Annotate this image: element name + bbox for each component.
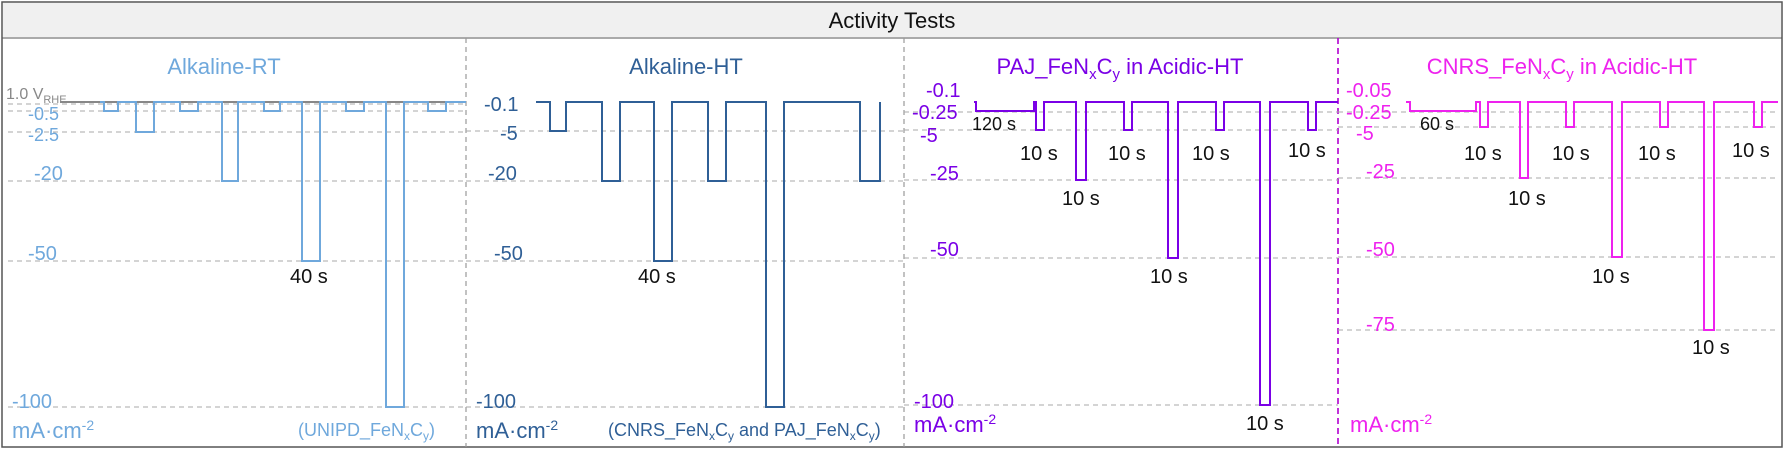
level-label: -75 xyxy=(1366,314,1395,336)
level-label: -100 xyxy=(476,391,516,413)
level-label: -20 xyxy=(488,163,517,185)
duration-label: 10 s xyxy=(1592,266,1630,288)
duration-label: 10 s xyxy=(1638,143,1676,165)
level-label: -5 xyxy=(1356,123,1374,145)
sample-note: (UNIPD_FeNxCy) xyxy=(298,420,435,443)
level-label: -25 xyxy=(930,163,959,185)
duration-label: 10 s xyxy=(1108,143,1146,165)
current-step-profile xyxy=(100,101,466,408)
panel-alkaline-rt: Alkaline-RT 1.0 VRHE -0.5 -2.5 -20 -50 -… xyxy=(6,54,466,443)
sample-note: (CNRS_FeNxCy and PAJ_FeNxCy) xyxy=(608,420,881,443)
level-label: -50 xyxy=(28,243,57,265)
duration-label: 10 s xyxy=(1062,188,1100,210)
level-label: -5 xyxy=(920,125,938,147)
panel-alkaline-ht: Alkaline-HT -0.1 -5 -20 -50 -100 40 s mA… xyxy=(466,54,904,443)
level-label: -0.05 xyxy=(1346,80,1392,102)
duration-label: 10 s xyxy=(1192,143,1230,165)
level-label: -2.5 xyxy=(28,125,59,145)
level-label: -0.25 xyxy=(912,102,958,124)
unit-label: mA·cm-2 xyxy=(12,417,94,443)
current-step-profile xyxy=(974,101,1338,406)
current-step-profile xyxy=(1406,101,1778,331)
duration-label: 40 s xyxy=(290,266,328,288)
header-title: Activity Tests xyxy=(829,8,956,33)
unit-label: mA·cm-2 xyxy=(914,411,996,437)
header-bar xyxy=(3,3,1781,37)
level-label: -5 xyxy=(500,123,518,145)
top-voltage-label: 1.0 VRHE xyxy=(6,86,67,106)
duration-label: 10 s xyxy=(1732,140,1770,162)
duration-label: 10 s xyxy=(1464,143,1502,165)
duration-label: 10 s xyxy=(1692,337,1730,359)
panel-title: CNRS_FeNxCy in Acidic-HT xyxy=(1427,54,1698,83)
duration-label: 10 s xyxy=(1246,413,1284,435)
level-label: -100 xyxy=(914,391,954,413)
level-label: -50 xyxy=(930,239,959,261)
level-label: -50 xyxy=(1366,239,1395,261)
panel-title: Alkaline-RT xyxy=(167,54,280,79)
level-label: -0.5 xyxy=(28,104,59,124)
level-label: -0.1 xyxy=(484,94,518,116)
initial-duration-label: 120 s xyxy=(972,114,1016,134)
level-label: -25 xyxy=(1366,161,1395,183)
level-label: -0.25 xyxy=(1346,102,1392,124)
panel-title: PAJ_FeNxCy in Acidic-HT xyxy=(997,54,1244,83)
duration-label: 10 s xyxy=(1288,140,1326,162)
duration-label: 10 s xyxy=(1020,143,1058,165)
duration-label: 10 s xyxy=(1552,143,1590,165)
current-step-profile xyxy=(536,101,881,408)
panel-paj-acidic-ht: PAJ_FeNxCy in Acidic-HT -0.1 -0.25 -5 -2… xyxy=(904,54,1338,437)
unit-label: mA·cm-2 xyxy=(476,417,558,443)
level-label: -20 xyxy=(34,163,63,185)
duration-label: 10 s xyxy=(1150,266,1188,288)
level-label: -0.1 xyxy=(926,80,960,102)
level-label: -100 xyxy=(12,391,52,413)
panel-cnrs-acidic-ht: CNRS_FeNxCy in Acidic-HT -0.05 -0.25 -5 … xyxy=(1338,54,1778,437)
duration-label: 10 s xyxy=(1508,188,1546,210)
unit-label: mA·cm-2 xyxy=(1350,411,1432,437)
panel-title: Alkaline-HT xyxy=(629,54,743,79)
duration-label: 40 s xyxy=(638,266,676,288)
initial-duration-label: 60 s xyxy=(1420,114,1454,134)
level-label: -50 xyxy=(494,243,523,265)
